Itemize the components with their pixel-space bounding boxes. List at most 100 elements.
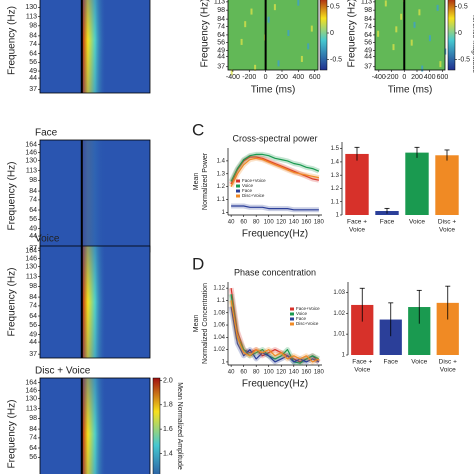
y-tick-label: 84 — [29, 188, 37, 195]
x-tick-label: 400 — [424, 74, 436, 81]
x-tick-label: 180 — [314, 220, 325, 226]
bar — [436, 302, 459, 355]
y-tick-label: 74 — [29, 41, 37, 48]
x-tick-label: Face + — [352, 359, 372, 366]
x-tick-label: Voice — [411, 359, 427, 366]
y-axis-label: Mean — [193, 315, 200, 333]
y-axis-label: Frequency (Hz) — [7, 400, 18, 469]
heatmap-shade — [81, 140, 106, 252]
y-tick-label: 1.1 — [217, 298, 226, 304]
y-tick-label: 1.1 — [217, 197, 226, 203]
y-tick-label: 37 — [217, 64, 225, 71]
y-tick-label: 84 — [29, 426, 37, 433]
x-tick-label: 0 — [402, 74, 406, 81]
y-tick-label: 146 — [25, 387, 37, 394]
y-tick-label: 64 — [29, 445, 37, 452]
x-tick-label: -400 — [226, 74, 240, 81]
legend-swatch — [290, 307, 294, 311]
y-axis-label: Frequency (Hz) — [347, 0, 358, 67]
legend-label: Face+Voice — [242, 178, 266, 183]
colorbar-tick-label: 0 — [458, 30, 462, 37]
y-tick-label: 1.1 — [331, 199, 340, 205]
heatmap-speckle — [300, 55, 303, 62]
y-tick-label: 56 — [217, 40, 225, 47]
y-tick-label: 49 — [217, 47, 225, 54]
legend-swatch — [236, 184, 240, 188]
x-tick-label: 40 — [228, 370, 235, 376]
heatmap-bg — [375, 0, 445, 70]
x-tick-label: Face — [384, 359, 399, 366]
y-axis-label: Normalized Power — [202, 152, 209, 210]
legend-swatch — [236, 179, 240, 183]
x-tick-label: Voice — [349, 227, 365, 234]
x-tick-label: 100 — [264, 220, 275, 226]
colorbar-tick-label: 0.5 — [330, 3, 340, 10]
y-tick-label: 37 — [29, 351, 37, 358]
y-tick-label: 98 — [29, 177, 37, 184]
legend-label: Face — [242, 188, 253, 193]
y-tick-label: 49 — [29, 68, 37, 75]
y-tick-label: 130 — [25, 158, 37, 165]
x-tick-label: 600 — [437, 74, 449, 81]
y-tick-label: 130 — [25, 396, 37, 403]
y-tick-label: 1.02 — [333, 311, 345, 317]
heatmap-speckle — [287, 30, 290, 37]
x-tick-label: -200 — [242, 74, 256, 81]
colorbar — [447, 0, 456, 71]
heatmap-speckle — [421, 65, 424, 72]
y-tick-label: 1.5 — [331, 146, 340, 152]
legend-label: Disc+Voice — [242, 193, 265, 198]
heatmap-shade — [81, 378, 106, 474]
colorbar — [152, 377, 161, 474]
x-tick-label: 60 — [240, 220, 247, 226]
y-tick-label: 74 — [29, 197, 37, 204]
y-tick-label: 146 — [25, 255, 37, 262]
y-tick-label: 74 — [364, 23, 372, 30]
y-tick-label: 1.02 — [213, 347, 225, 353]
series-line — [230, 156, 320, 185]
x-tick-label: 120 — [276, 220, 287, 226]
colorbar-tick-label: 2.0 — [163, 377, 173, 384]
x-tick-label: Voice — [354, 367, 370, 374]
colorbar-tick-label: 0.5 — [458, 3, 468, 10]
y-tick-label: 56 — [29, 59, 37, 66]
y-tick-label: 56 — [29, 322, 37, 329]
y-tick-label: 1 — [222, 360, 226, 366]
y-axis-label: Mean — [193, 173, 200, 191]
panel-letter: C — [192, 120, 204, 139]
x-tick-label: 0 — [264, 74, 268, 81]
x-tick-label: Voice — [440, 367, 456, 374]
y-tick-label: 49 — [29, 225, 37, 232]
y-axis-label: Normalized Concentration — [202, 283, 209, 364]
y-tick-label: 1 — [222, 210, 226, 216]
y-tick-label: 49 — [29, 331, 37, 338]
y-tick-label: 1.3 — [331, 173, 340, 179]
heatmap-speckle — [244, 21, 247, 28]
x-tick-label: 160 — [301, 370, 312, 376]
x-tick-label: 140 — [289, 370, 300, 376]
bar — [408, 307, 431, 355]
y-axis-label: Frequency (Hz) — [7, 6, 18, 75]
colorbar-tick-label: 1.6 — [163, 426, 173, 433]
y-tick-label: 44 — [364, 54, 372, 61]
y-tick-label: 84 — [217, 16, 225, 23]
legend-swatch — [290, 312, 294, 316]
bar — [345, 153, 369, 215]
heatmap-speckle — [250, 8, 253, 15]
y-tick-label: 113 — [26, 273, 37, 280]
colorbar-tick-label: 0 — [330, 30, 334, 37]
colorbar-label: Mean Normalized Amplitude — [176, 382, 183, 470]
plot-frame — [39, 377, 151, 474]
y-tick-label: 56 — [364, 40, 372, 47]
x-tick-label: Disc + — [438, 219, 456, 226]
heatmap-speckle — [254, 64, 257, 71]
y-tick-label: 37 — [364, 64, 372, 71]
y-tick-label: 1.04 — [213, 335, 225, 341]
y-tick-label: 1.2 — [217, 184, 226, 190]
y-tick-label: 44 — [217, 54, 225, 61]
y-tick-label: 1.3 — [217, 171, 226, 177]
y-tick-label: 84 — [29, 33, 37, 40]
bar — [351, 304, 374, 355]
heatmap-speckle — [297, 0, 300, 6]
colorbar-tick-label: 1.8 — [163, 402, 173, 409]
